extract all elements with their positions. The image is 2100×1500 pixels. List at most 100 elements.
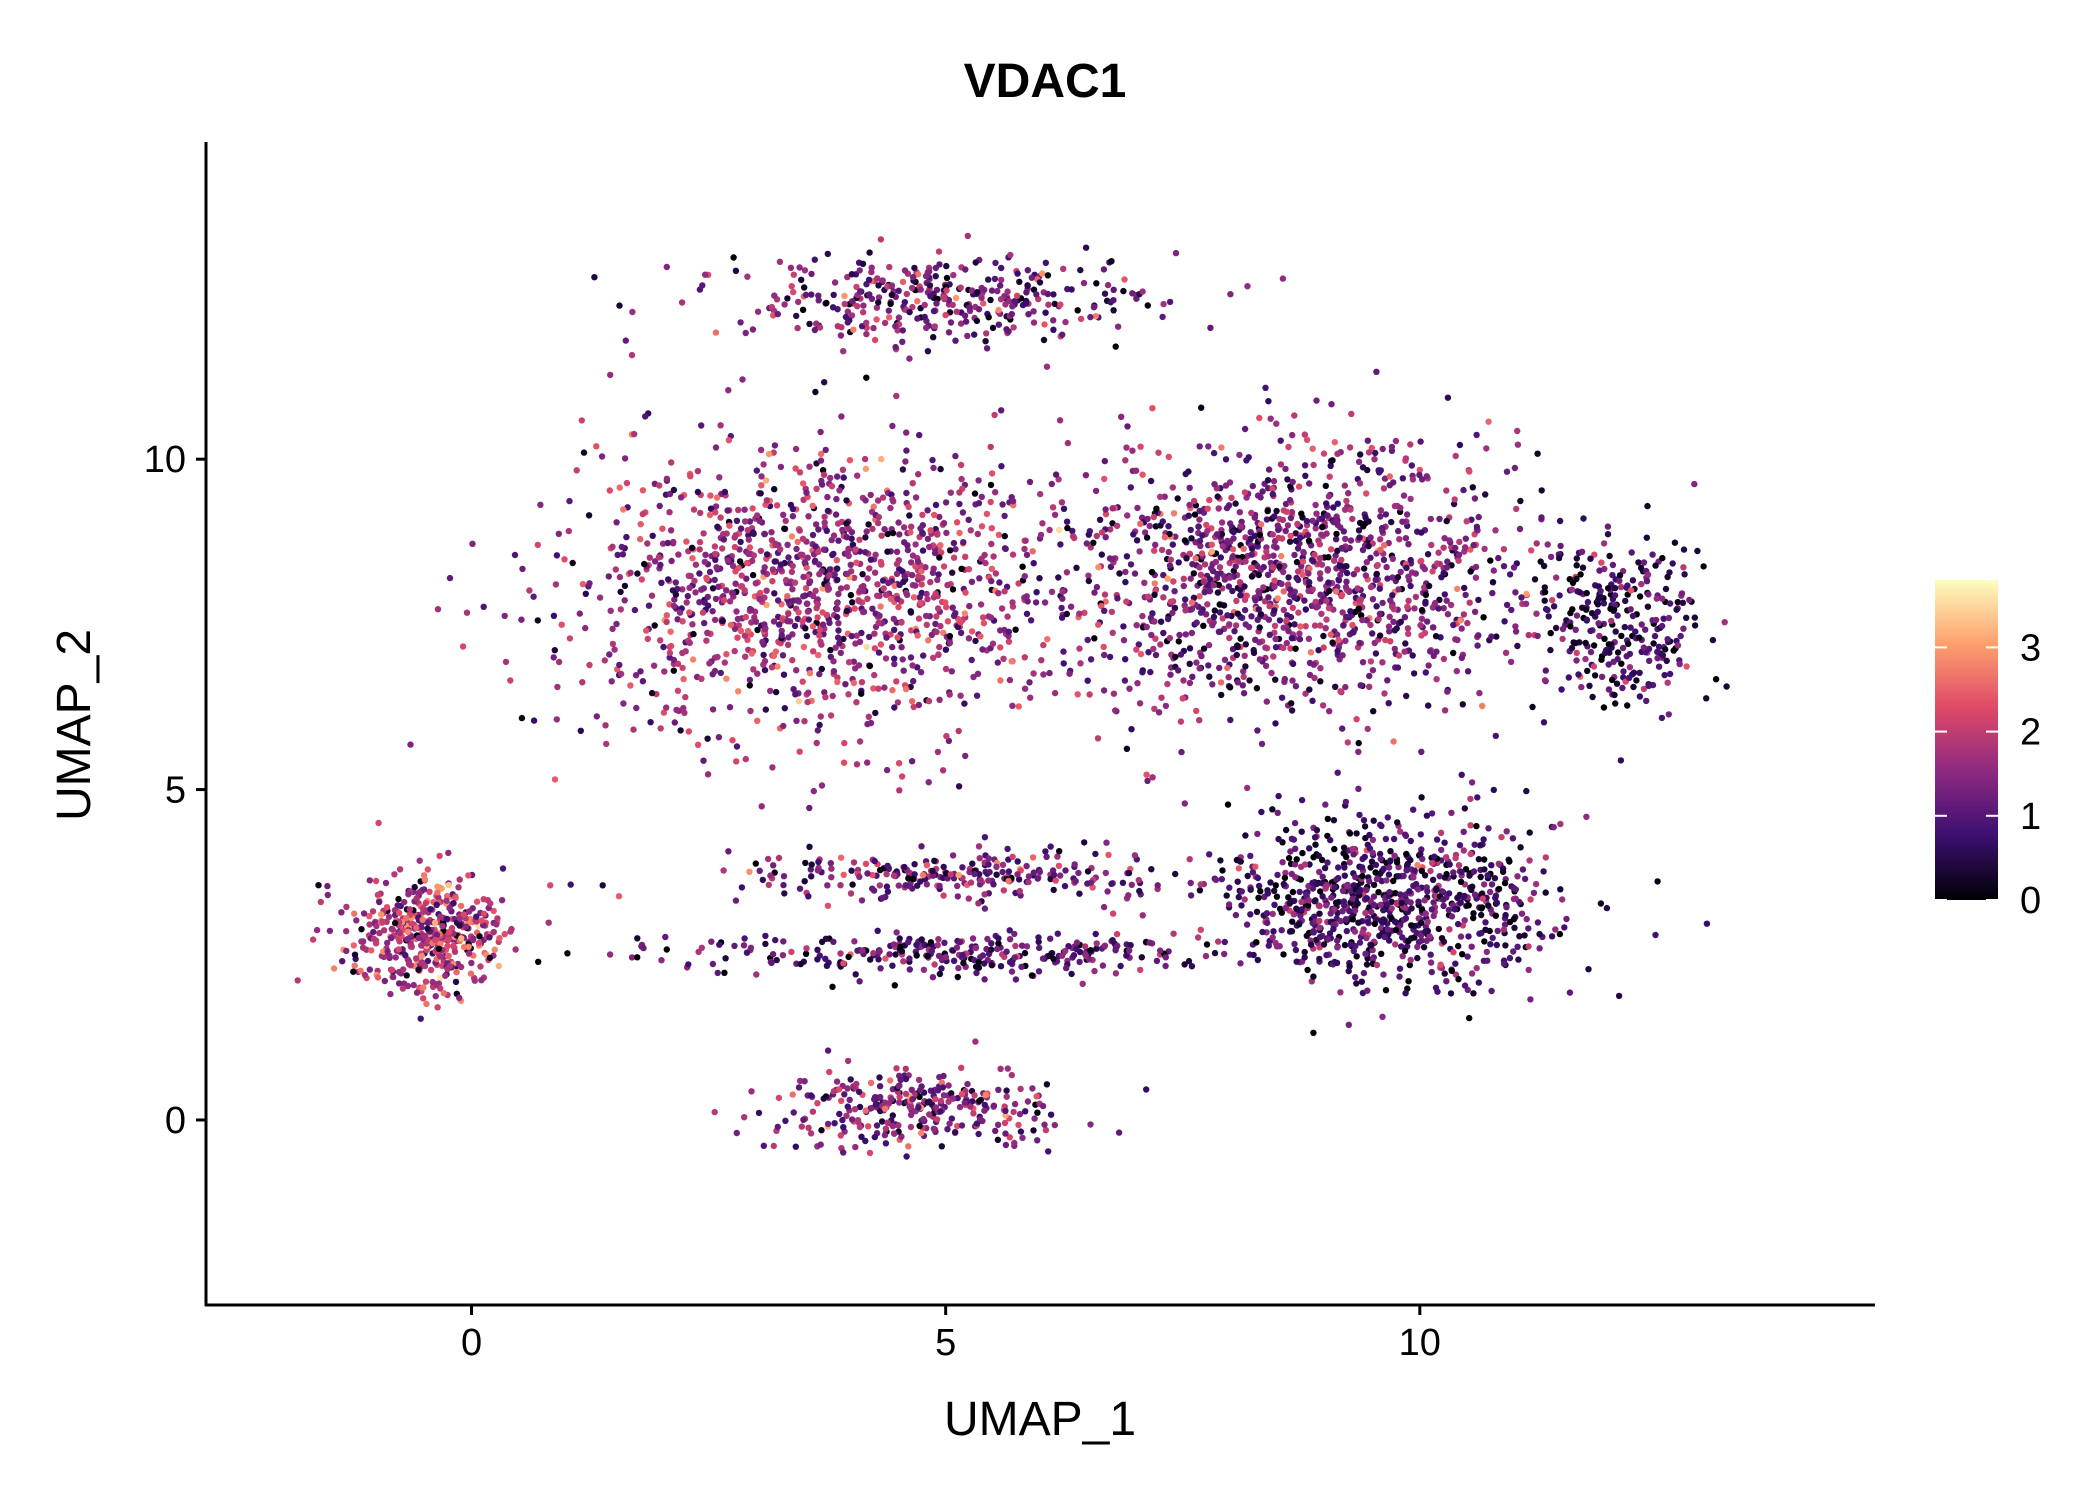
cell-point — [937, 622, 944, 630]
cell-point — [1109, 505, 1116, 512]
cell-point — [876, 612, 883, 619]
cell-point — [1189, 673, 1196, 680]
cell-point — [467, 970, 475, 977]
cell-point — [1325, 935, 1332, 943]
cell-point — [943, 274, 951, 282]
cell-point — [392, 954, 399, 961]
cell-point — [1549, 596, 1556, 604]
cell-point — [1211, 481, 1218, 488]
cell-point — [1253, 685, 1261, 692]
cell-point — [1182, 596, 1189, 603]
cell-point — [1132, 467, 1140, 474]
cell-point — [803, 632, 811, 640]
cell-point — [781, 301, 788, 308]
cell-point — [842, 681, 849, 688]
cell-point — [1317, 591, 1324, 598]
cell-point — [1285, 854, 1293, 862]
cell-point — [1316, 541, 1324, 548]
cell-point — [466, 908, 473, 915]
cell-point — [1160, 629, 1167, 637]
cell-point — [962, 266, 969, 273]
cell-point — [780, 722, 787, 730]
cell-point — [1402, 455, 1410, 462]
cell-point — [893, 570, 901, 577]
cell-point — [884, 530, 891, 538]
cell-point — [1408, 905, 1415, 912]
cell-point — [1423, 473, 1431, 480]
cell-point — [926, 1111, 933, 1118]
cell-point — [1346, 444, 1354, 451]
cell-point — [555, 530, 562, 537]
cell-point — [1039, 270, 1046, 277]
cell-point — [1510, 948, 1517, 955]
cell-point — [1542, 605, 1550, 613]
cell-point — [1152, 635, 1159, 642]
cell-point — [1205, 662, 1212, 669]
cell-point — [1356, 480, 1364, 487]
cell-point — [324, 891, 331, 899]
cell-point — [686, 639, 693, 647]
cell-point — [815, 651, 822, 659]
cell-point — [995, 1086, 1002, 1094]
cell-point — [1102, 511, 1110, 518]
cell-point — [867, 556, 875, 563]
cell-point — [1584, 598, 1592, 606]
cell-point — [953, 308, 960, 315]
cell-point — [1380, 485, 1388, 492]
cell-point — [1318, 531, 1325, 538]
cell-point — [1172, 653, 1179, 661]
cell-point — [1541, 588, 1549, 596]
cell-point — [294, 977, 301, 984]
cell-point — [1310, 973, 1317, 980]
cell-point — [932, 590, 939, 597]
cell-point — [1316, 924, 1323, 931]
cell-point — [1372, 650, 1380, 657]
cell-point — [1298, 510, 1305, 517]
cell-point — [1451, 496, 1458, 503]
cell-point — [1066, 670, 1073, 677]
cell-point — [1293, 905, 1300, 912]
cell-point — [1330, 504, 1337, 511]
cell-point — [639, 678, 647, 685]
cell-point — [478, 977, 485, 984]
cell-point — [1435, 549, 1442, 556]
cell-point — [946, 1120, 953, 1127]
cell-point — [1295, 609, 1302, 616]
cell-point — [1150, 513, 1158, 521]
cell-point — [848, 632, 855, 640]
cell-point — [1295, 483, 1303, 490]
cell-point — [811, 326, 819, 334]
cell-point — [1229, 554, 1236, 561]
cell-point — [1384, 814, 1392, 821]
cell-point — [724, 507, 731, 514]
cell-point — [1206, 496, 1213, 504]
cell-point — [1410, 874, 1417, 881]
cell-point — [715, 583, 722, 590]
cell-point — [1286, 900, 1294, 907]
cell-point — [459, 643, 467, 650]
cell-point — [1417, 831, 1425, 838]
cell-point — [1313, 397, 1320, 404]
cell-point — [616, 661, 623, 669]
cell-point — [780, 511, 787, 518]
cell-point — [452, 978, 460, 986]
cell-point — [1280, 568, 1287, 576]
cell-point — [1195, 523, 1202, 530]
cell-point — [1286, 538, 1294, 545]
cell-point — [1155, 449, 1162, 456]
cell-point — [1179, 695, 1186, 702]
cell-point — [1304, 531, 1312, 539]
cell-point — [928, 631, 935, 639]
cell-point — [1296, 921, 1303, 928]
cell-point — [1051, 511, 1059, 518]
cell-point — [1316, 910, 1323, 917]
cell-point — [317, 898, 324, 906]
cell-point — [534, 617, 541, 624]
cell-point — [1478, 904, 1486, 911]
cell-point — [788, 533, 796, 540]
cell-point — [1325, 605, 1333, 612]
cell-point — [1518, 910, 1526, 917]
cell-point — [979, 614, 987, 621]
cell-point — [1617, 583, 1625, 591]
cell-point — [874, 497, 882, 504]
